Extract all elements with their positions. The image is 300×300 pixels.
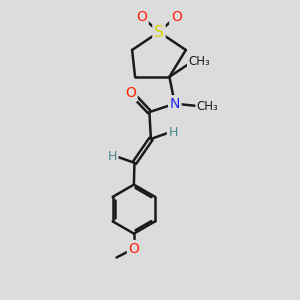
Text: CH₃: CH₃ [197, 100, 218, 112]
Text: N: N [169, 97, 180, 111]
Text: H: H [168, 126, 178, 139]
Text: H: H [108, 150, 117, 163]
Text: O: O [136, 10, 147, 23]
Text: CH₃: CH₃ [188, 55, 210, 68]
Text: S: S [154, 25, 164, 40]
Text: O: O [171, 10, 182, 23]
Text: O: O [128, 242, 139, 256]
Text: O: O [125, 86, 136, 100]
